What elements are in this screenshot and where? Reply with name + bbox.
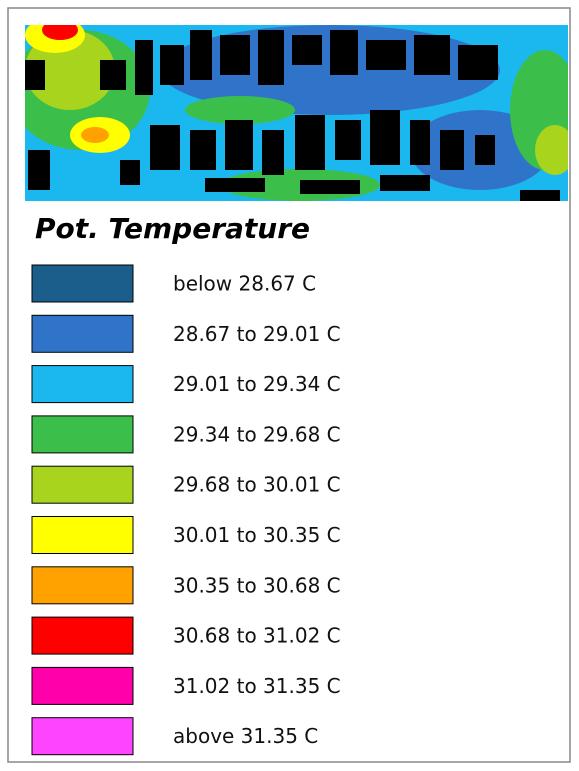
legend-label: below 28.67 C [173, 272, 316, 296]
legend-swatch [31, 365, 134, 404]
legend-label: 31.02 to 31.35 C [173, 674, 341, 698]
legend-swatch [31, 616, 134, 655]
legend-swatch [31, 566, 134, 605]
legend-label: above 31.35 C [173, 724, 318, 748]
legend-swatch [31, 415, 134, 454]
legend-label: 30.35 to 30.68 C [173, 573, 341, 597]
legend-title: Pot. Temperature [35, 212, 310, 245]
legend-label: 30.68 to 31.02 C [173, 624, 341, 648]
legend-swatch [31, 516, 134, 554]
legend-swatch [31, 717, 134, 756]
legend-swatch [31, 314, 134, 353]
map-preview [25, 25, 568, 201]
legend-swatch [31, 465, 134, 504]
legend-label: 29.01 to 29.34 C [173, 372, 341, 396]
legend-swatch [31, 264, 134, 303]
legend-swatch [31, 666, 134, 705]
legend-label: 29.34 to 29.68 C [173, 422, 341, 446]
legend-label: 28.67 to 29.01 C [173, 322, 341, 346]
legend-label: 29.68 to 30.01 C [173, 473, 341, 497]
legend-label: 30.01 to 30.35 C [173, 523, 341, 547]
